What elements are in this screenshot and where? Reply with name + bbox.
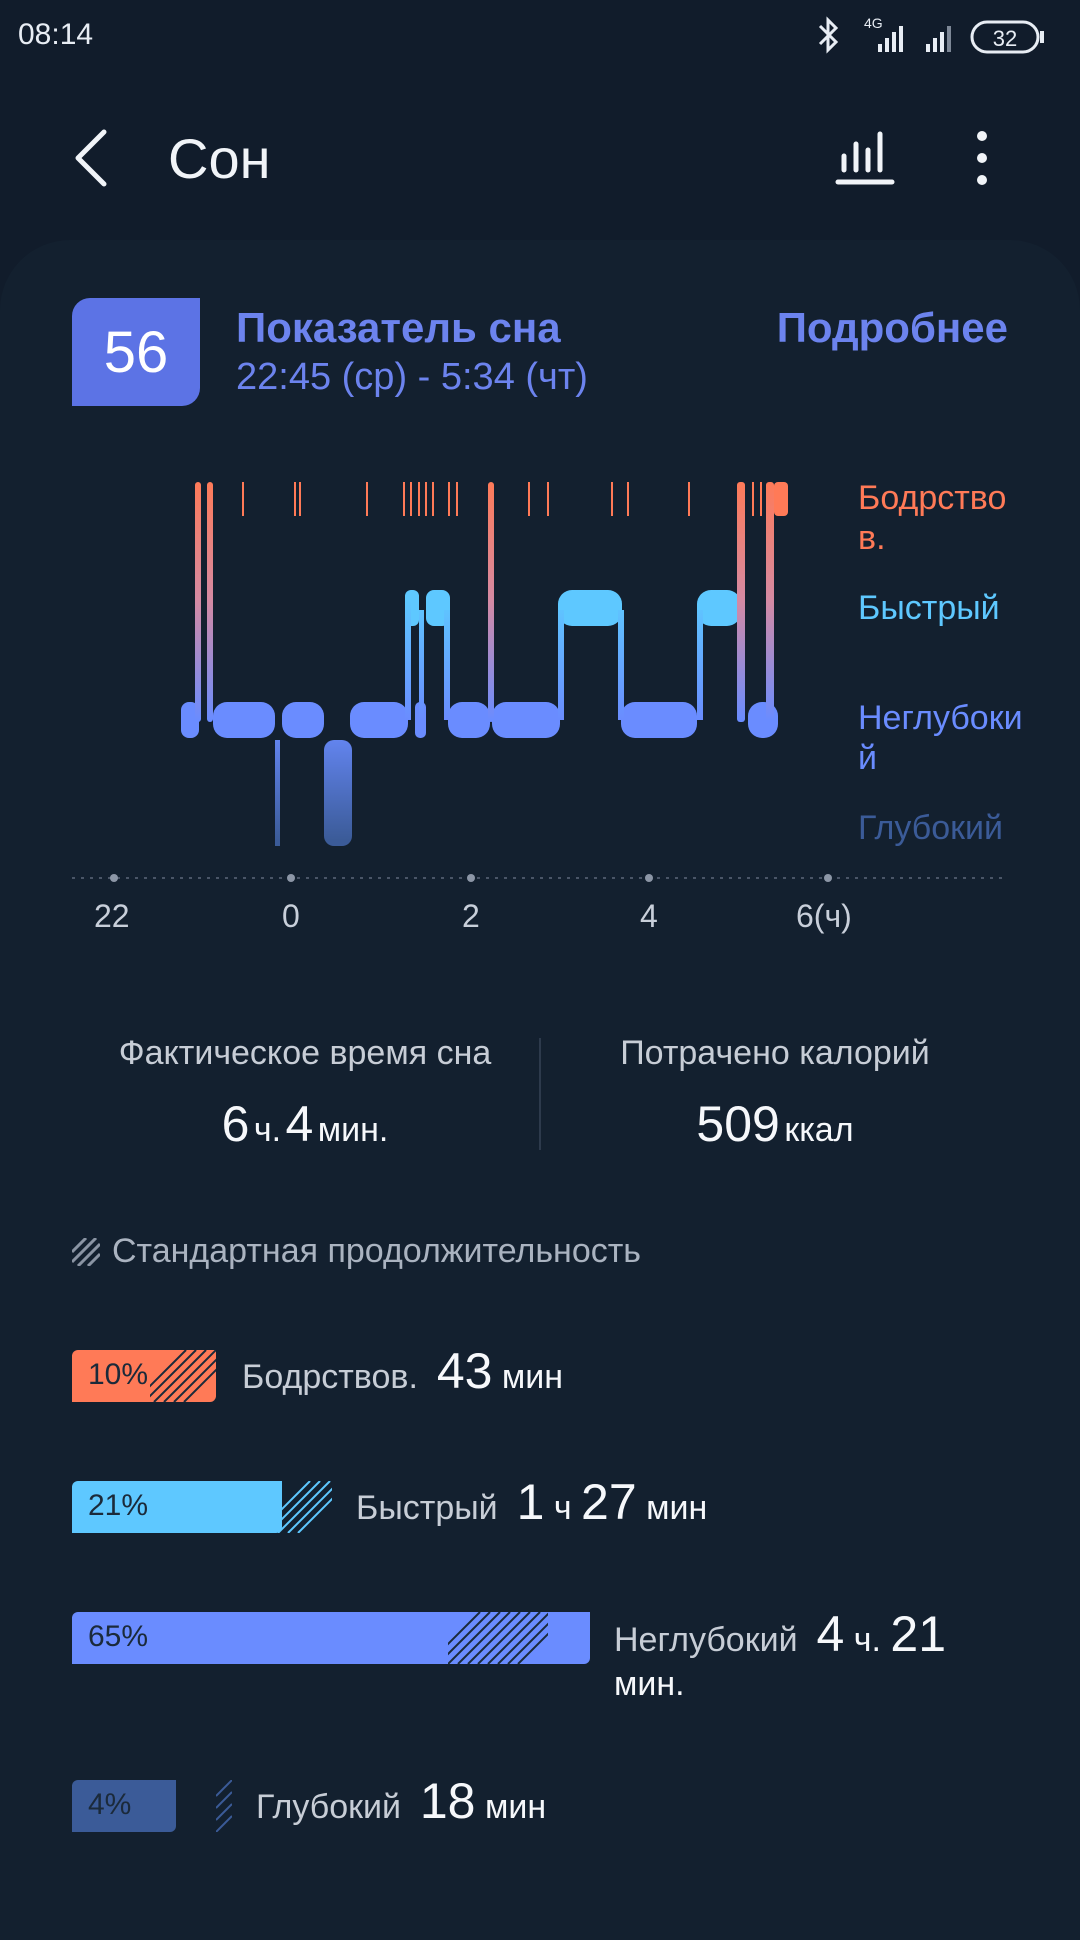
sleep-hypnogram: [72, 482, 1008, 882]
breakdown-info: Глубокий 18 мин: [256, 1773, 547, 1829]
hatch-pattern-icon: [72, 1237, 100, 1266]
sleep-score-badge: 56: [72, 298, 200, 406]
awake-ticks: [242, 482, 788, 516]
standard-range-hatch: [278, 1481, 332, 1533]
breakdown-pct: 21%: [88, 1489, 149, 1522]
stage-label-light: Неглубоки й: [858, 699, 1023, 777]
bar-chart-icon[interactable]: [834, 126, 898, 190]
axis-tick-label: 6(ч): [796, 898, 852, 934]
awake-spikes: [195, 482, 774, 722]
details-link[interactable]: Подробнее: [776, 304, 1008, 351]
deep-sleep-tick: [275, 740, 280, 846]
app-bar: Сон: [0, 100, 1080, 220]
back-icon[interactable]: [62, 126, 122, 190]
axis-tick-label: 0: [282, 898, 300, 934]
legend-label: Стандартная продолжительность: [112, 1232, 642, 1270]
breakdown-pct: 10%: [88, 1358, 149, 1391]
status-time: 08:14: [18, 18, 94, 51]
status-icons: 4G 32: [818, 15, 1044, 54]
battery-level: 32: [993, 26, 1017, 51]
calories-value: 509 ккал: [696, 1096, 854, 1152]
breakdown-info: Быстрый 1 ч 27 мин: [356, 1474, 708, 1530]
rem-blocks: [405, 590, 741, 626]
standard-range-hatch: [150, 1350, 216, 1402]
axis-tick-label: 4: [640, 898, 658, 934]
network-type: 4G: [864, 15, 883, 31]
breakdown-info: Неглубокий 4 ч. 21 мин.: [614, 1606, 947, 1703]
breakdown-row-light: 65% Неглубокий 4 ч. 21 мин.: [72, 1609, 972, 1703]
battery-icon: 32: [970, 20, 1044, 54]
calories-stat: Потрачено калорий 509 ккал: [550, 1034, 1000, 1153]
signal-icon-2: [926, 26, 951, 52]
axis-tick-label: 22: [94, 898, 130, 934]
axis-tick-dots: [110, 874, 832, 882]
standard-range-hatch: [216, 1780, 232, 1832]
breakdown-bar-awake: 10%: [72, 1350, 216, 1402]
bluetooth-icon: [818, 16, 839, 54]
breakdown-bar-light: 65%: [72, 1612, 590, 1664]
stage-label-awake: Бодрство в.: [858, 479, 1007, 557]
more-options-icon[interactable]: [962, 126, 1002, 190]
sleep-score-label: Показатель сна: [236, 304, 561, 351]
breakdown-bar-deep: 4%: [72, 1780, 176, 1832]
actual-sleep-label: Фактическое время сна: [118, 1034, 492, 1072]
rem-transitions: [405, 600, 703, 736]
calories-label: Потрачено калорий: [620, 1034, 930, 1072]
breakdown-info: Бодрствов. 43 мин: [242, 1343, 564, 1399]
axis-tick-label: 2: [462, 898, 480, 934]
breakdown-pct: 65%: [88, 1620, 149, 1653]
standard-duration-legend: Стандартная продолжительность: [72, 1232, 641, 1271]
deep-sleep-block: [324, 740, 352, 846]
breakdown-row-awake: 10% Бодрствов. 43 мин: [72, 1343, 972, 1402]
stage-label-deep: Глубокий: [858, 809, 1003, 847]
actual-sleep-stat: Фактическое время сна 6 ч. 4 мин.: [80, 1034, 530, 1153]
light-sleep-blocks: [181, 702, 778, 738]
actual-sleep-value: 6 ч. 4 мин.: [221, 1096, 389, 1152]
status-bar: 08:14 4G 32: [0, 0, 1080, 74]
page-title: Сон: [168, 127, 271, 190]
breakdown-row-deep: 4% Глубокий 18 мин: [72, 1773, 972, 1832]
stats-divider: [539, 1038, 541, 1150]
breakdown-bar-rem: 21%: [72, 1481, 282, 1533]
breakdown-pct: 4%: [88, 1788, 132, 1821]
breakdown-row-rem: 21% Быстрый 1 ч 27 мин: [72, 1474, 972, 1533]
stage-label-rem: Быстрый: [858, 589, 1000, 627]
sleep-time-range: 22:45 (ср) - 5:34 (чт): [236, 356, 588, 398]
signal-icon-1: [878, 26, 903, 52]
standard-range-hatch: [448, 1612, 548, 1664]
